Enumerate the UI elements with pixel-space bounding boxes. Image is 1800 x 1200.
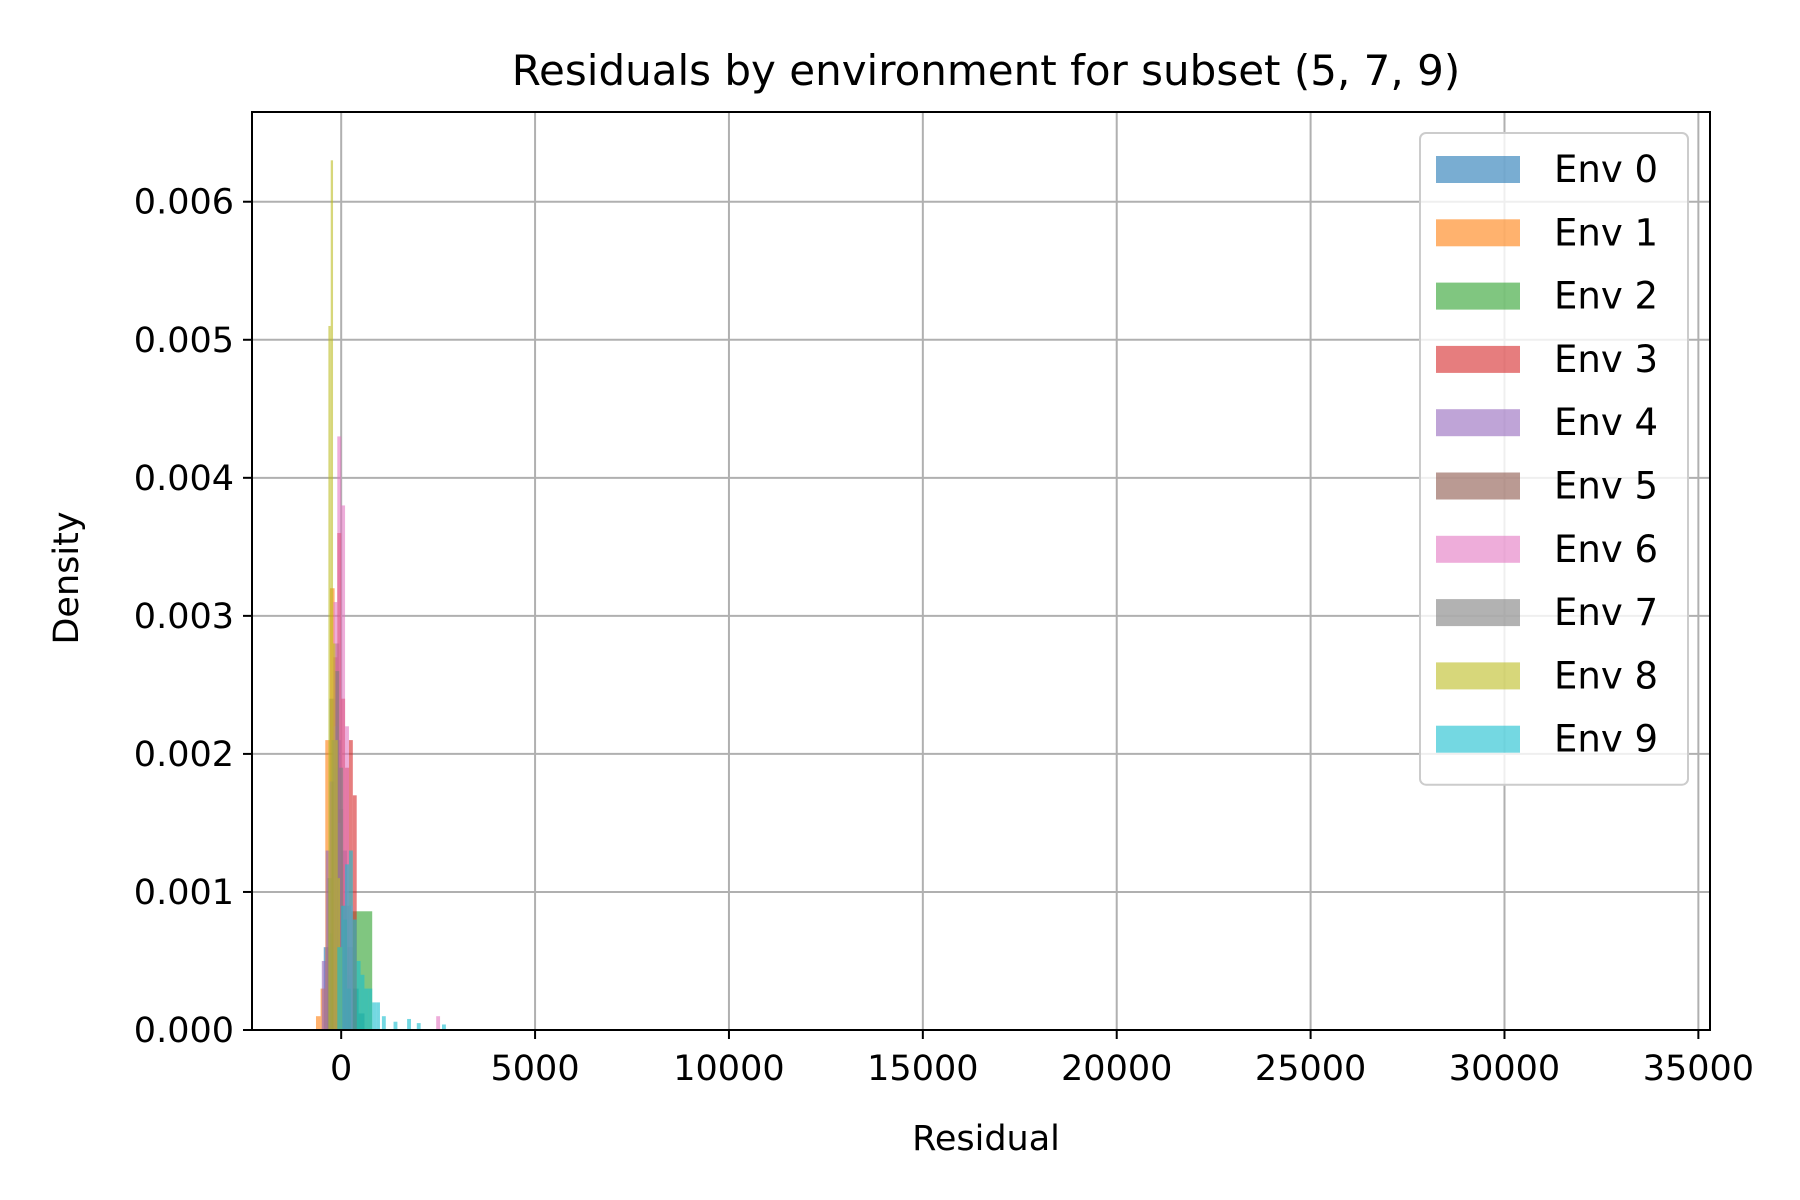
- histogram-bars: [315, 160, 446, 1030]
- histogram-bar: [333, 643, 336, 1030]
- legend-entry: Env 9: [1436, 718, 1658, 761]
- legend-swatch: [1436, 535, 1520, 563]
- legend-entry: Env 2: [1436, 275, 1658, 318]
- histogram-bar: [436, 1016, 441, 1030]
- legend-entry: Env 5: [1436, 465, 1658, 508]
- y-tick-label: 0.006: [134, 183, 234, 223]
- x-tick-label: 20000: [1061, 1049, 1172, 1089]
- legend-swatch: [1436, 345, 1520, 373]
- legend-label: Env 6: [1554, 528, 1658, 571]
- legend-entry: Env 4: [1436, 401, 1658, 444]
- histogram-bar: [348, 850, 353, 1030]
- axis-ticks: 0 5000 10000 15000 20000 25000 30000 35000 0.000…: [134, 183, 1754, 1089]
- x-tick-label: 10000: [673, 1049, 784, 1089]
- legend-entry: Env 3: [1436, 338, 1658, 381]
- y-tick-label: 0.005: [134, 321, 234, 361]
- legend-label: Env 5: [1554, 465, 1658, 508]
- histogram-bar: [393, 1021, 398, 1030]
- legend-label: Env 2: [1554, 275, 1658, 318]
- histogram-bar: [341, 905, 346, 1030]
- histogram-bar: [356, 960, 361, 1030]
- histogram-bar: [352, 919, 357, 1030]
- legend-swatch: [1436, 725, 1520, 753]
- legend-entry: Env 7: [1436, 591, 1658, 634]
- legend-label: Env 1: [1554, 211, 1658, 254]
- y-tick-label: 0.003: [134, 597, 234, 637]
- y-axis-label: Density: [47, 511, 87, 644]
- legend-entry: Env 8: [1436, 654, 1658, 697]
- x-axis-label: Residual: [912, 1119, 1060, 1159]
- plot-area-frame: [251, 111, 1711, 1031]
- histogram-bar: [315, 1016, 321, 1030]
- histogram-bar: [442, 1024, 446, 1030]
- x-tick-label: 30000: [1449, 1049, 1560, 1089]
- x-tick-label: 35000: [1643, 1049, 1754, 1089]
- legend-swatch: [1436, 662, 1520, 690]
- histogram-bar: [368, 988, 373, 1030]
- histogram-bar: [330, 160, 334, 1030]
- histogram-bar: [335, 740, 338, 1030]
- histogram-bar: [321, 960, 326, 1030]
- histogram-bar: [372, 1002, 377, 1030]
- legend-swatch: [1436, 472, 1520, 500]
- histogram-bar: [376, 1002, 380, 1030]
- legend-swatch: [1436, 282, 1520, 310]
- chart-title: Residuals by environment for subset (5, …: [512, 46, 1460, 95]
- legend-label: Env 9: [1554, 718, 1658, 761]
- histogram-bar: [407, 1018, 411, 1030]
- legend-label: Env 0: [1554, 148, 1658, 191]
- legend-swatch: [1436, 599, 1520, 627]
- legend-swatch: [1436, 409, 1520, 437]
- x-tick-label: 15000: [867, 1049, 978, 1089]
- histogram-bar: [416, 1023, 421, 1030]
- legend-swatch: [1436, 156, 1520, 183]
- x-tick-label: 0: [330, 1049, 352, 1089]
- histogram-bar: [364, 988, 369, 1030]
- histogram-bar: [328, 325, 331, 1030]
- legend-entry: Env 6: [1436, 528, 1658, 571]
- legend-entry: Env 0: [1436, 148, 1658, 191]
- series-env-9: [337, 850, 446, 1030]
- histogram-bar: [360, 974, 365, 1030]
- histogram-bar: [337, 947, 342, 1030]
- histogram-bar: [341, 505, 346, 1030]
- legend: Env 0 Env 1 Env 2 Env 3 Env 4 Env 5 Env 6 Env 7…: [1419, 132, 1689, 786]
- legend-entry: Env 1: [1436, 211, 1658, 254]
- y-tick-label: 0.000: [134, 1011, 234, 1051]
- histogram-bar: [381, 1016, 386, 1030]
- legend-label: Env 3: [1554, 338, 1658, 381]
- x-tick-label: 5000: [491, 1049, 580, 1089]
- legend-swatch: [1436, 219, 1520, 247]
- y-tick-label: 0.004: [134, 459, 234, 499]
- legend-label: Env 8: [1554, 654, 1658, 697]
- histogram-bar: [339, 767, 344, 1030]
- legend-label: Env 4: [1554, 401, 1658, 444]
- histogram-bar: [352, 795, 357, 1030]
- x-tick-label: 25000: [1255, 1049, 1366, 1089]
- legend-label: Env 7: [1554, 591, 1658, 634]
- y-tick-label: 0.001: [134, 873, 234, 913]
- y-tick-label: 0.002: [134, 735, 234, 775]
- histogram-bar: [345, 864, 349, 1030]
